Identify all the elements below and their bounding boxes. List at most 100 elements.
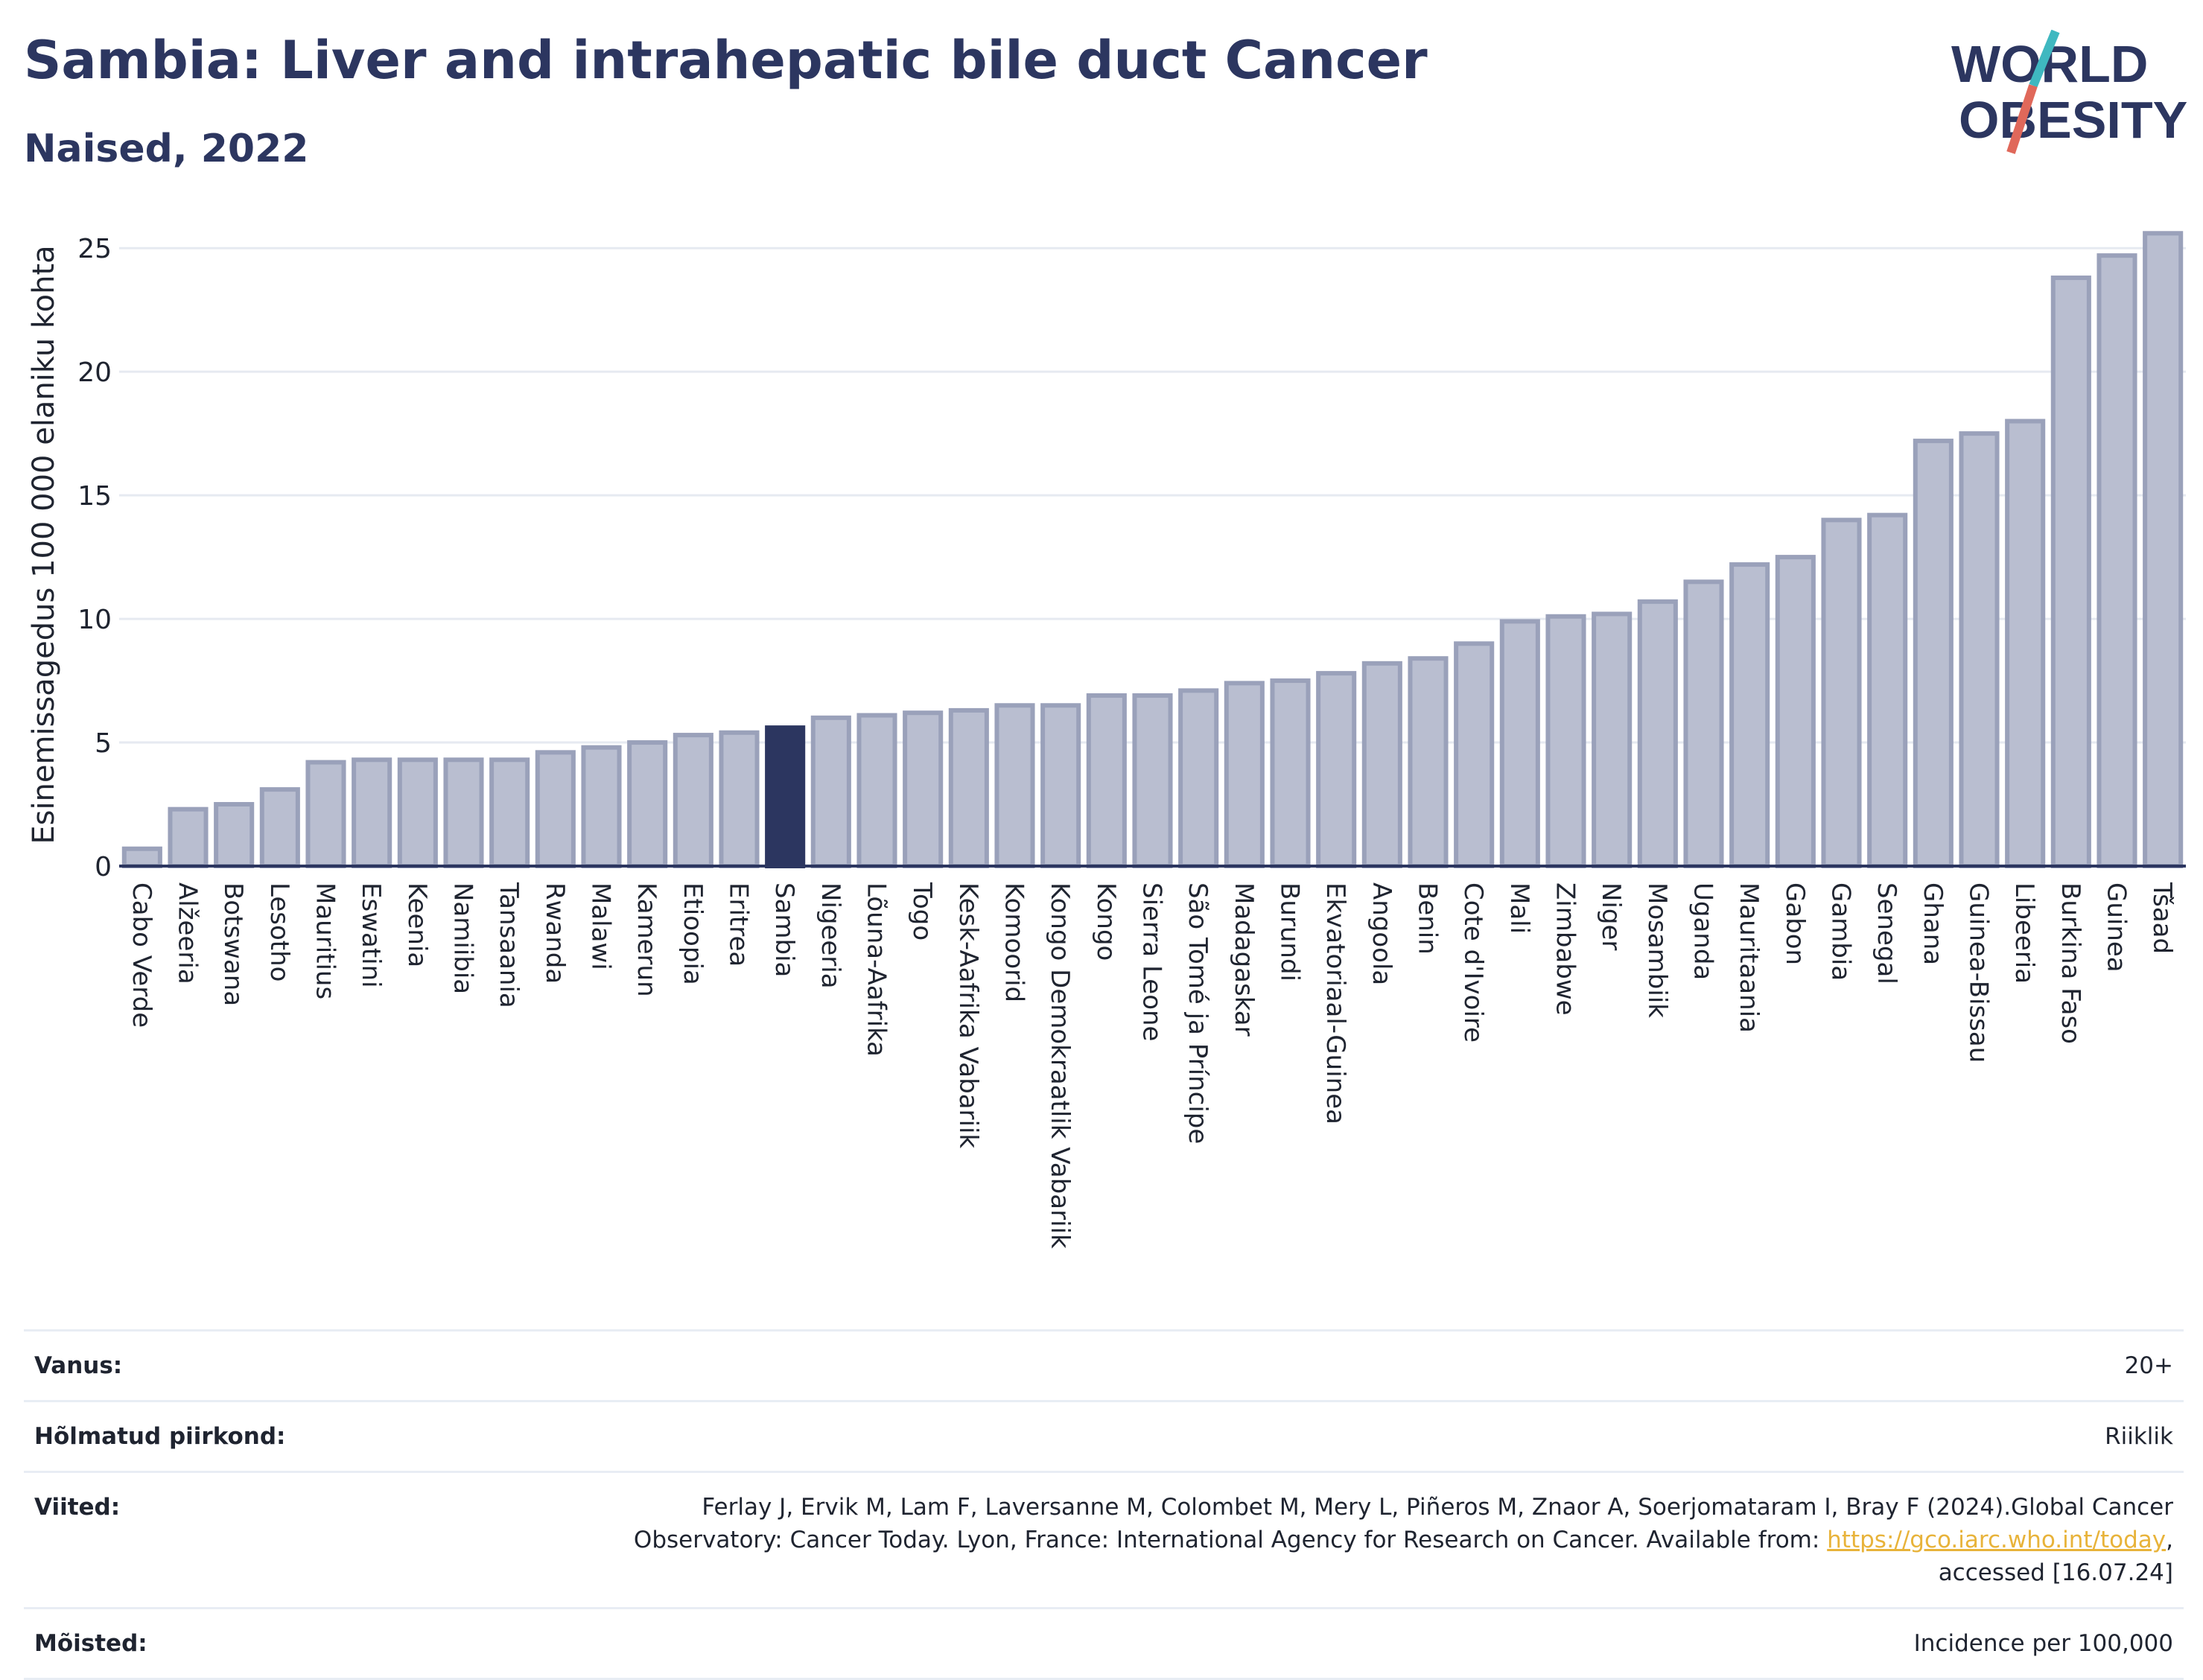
x-tick-label: Keenia [402,882,432,967]
bar [352,757,392,868]
x-tick-label: Etioopia [678,882,708,985]
logo-slash-teal [2029,29,2060,88]
y-tick-label: 15 [77,481,112,512]
x-tick-label: Gabon [1780,882,1810,965]
x-tick-label: Madagaskar [1229,882,1259,1037]
bar [1499,619,1540,869]
x-tick-label: Sambia [769,882,799,977]
bar [673,733,713,868]
x-tick-label: Eswatini [356,882,386,988]
x-tick-label: Kongo Demokraatlik Vabariik [1045,882,1075,1249]
x-tick-label: Angoola [1367,882,1396,985]
bar [1729,562,1770,868]
bar [489,757,530,868]
metadata-table: Vanus: 20+ Hõlmatud piirkond: Riiklik Vi… [24,1329,2184,1680]
x-tick-label: Kamerun [632,882,661,997]
x-tick-label: Malawi [586,882,616,970]
bar [2005,419,2046,868]
bar [1913,439,1954,868]
world-obesity-logo: WORLD OBESITY [1936,29,2190,156]
meta-label-references: Viited: [34,1494,121,1521]
x-tick-label: Mauritius [311,882,340,999]
x-tick-label: Mauritaania [1734,882,1764,1033]
logo-text-line2: OBESITY [1959,91,2187,149]
x-tick-label: Mosambiik [1642,882,1672,1018]
bar [1683,579,1724,868]
x-tick-label: Ekvatoriaal-Guinea [1320,882,1350,1124]
bar [443,757,484,868]
meta-value-references: Ferlay J, Ervik M, Lam F, Laversanne M, … [634,1491,2173,1589]
x-tick-label: Libeeria [2009,882,2039,984]
bar [1270,678,1311,868]
meta-value-age: 20+ [2124,1352,2173,1379]
bar [1040,703,1081,868]
meta-value-definitions: Incidence per 100,000 [1913,1630,2173,1657]
bar [1959,431,2000,868]
logo-graphic: WORLD OBESITY [1951,29,2187,154]
x-tick-label: Guinea-Bissau [1964,882,1994,1063]
bar [1316,671,1357,868]
x-tick-label: Mali [1504,882,1534,934]
page-subtitle: Naised, 2022 [24,127,309,171]
bar [2050,276,2091,868]
x-tick-label: Namiibia [448,882,478,994]
y-tick-label: 0 [95,852,112,882]
bar [581,745,622,869]
bar [1545,614,1586,868]
bar [994,703,1035,868]
reference-line-3: accessed [16.07.24] [1938,1559,2173,1586]
bar [1086,693,1127,868]
bar [259,787,300,869]
x-tick-label: Niger [1596,882,1626,950]
bar [903,710,944,869]
bar [1637,599,1678,868]
bar [397,757,438,868]
bar [121,846,162,868]
x-tick-label: Alžeeria [173,882,203,984]
meta-row-references: Viited: Ferlay J, Ervik M, Lam F, Lavers… [24,1473,2184,1609]
x-tick-label: Kesk-Aafrika Vabariik [953,882,983,1148]
y-tick-label: 5 [95,728,112,759]
x-tick-label: Lesotho [264,882,294,981]
bar [1592,611,1633,868]
chart-bars [121,231,2184,869]
bar [948,707,989,869]
bar [856,713,897,868]
x-tick-label: Tansaania [494,882,524,1008]
bar [1867,512,1908,869]
bar [1224,681,1265,869]
x-tick-label: Uganda [1688,882,1718,980]
bar [2143,231,2184,868]
x-axis-labels: Cabo Verde Alžeeria Botswana Lesotho Mauriti… [127,882,2177,1249]
y-axis-ticks: 0 5 10 15 20 25 [77,234,112,882]
meta-value-coverage: Riiklik [2105,1423,2173,1450]
bar [2096,253,2137,868]
bar [214,802,255,869]
bar-highlight [765,725,806,868]
reference-line-2: Observatory: Cancer Today. Lyon, France:… [633,1527,1828,1553]
bar [1775,555,1816,868]
bar [1361,661,1402,868]
bar [810,715,851,868]
x-tick-label: Senegal [1872,882,1901,984]
x-tick-label: Guinea [2102,882,2132,973]
y-tick-label: 20 [77,357,112,388]
meta-label-coverage: Hõlmatud piirkond: [34,1423,286,1450]
y-axis-label: Esinemissagedus 100 000 elaniku kohta [27,245,61,844]
meta-label-definitions: Mõisted: [34,1630,147,1657]
reference-link[interactable]: https://gco.iarc.who.int/today [1827,1527,2167,1553]
x-tick-label: Togo [907,882,937,941]
x-tick-label: Lõuna-Aafrika [862,882,891,1057]
bar [168,806,209,869]
reference-comma: , [2166,1527,2173,1553]
bar [305,760,346,868]
x-tick-label: Kongo [1091,882,1121,961]
bar [1454,641,1495,868]
x-tick-label: Ghana [1918,882,1948,965]
x-tick-label: Zimbabwe [1551,882,1580,1016]
meta-row-coverage: Hõlmatud piirkond: Riiklik [24,1402,2184,1473]
x-tick-label: Eritrea [724,882,754,967]
x-tick-label: Benin [1413,882,1443,955]
page-title: Sambia: Liver and intrahepatic bile duct… [24,30,1428,91]
x-tick-label: Cabo Verde [127,882,156,1028]
